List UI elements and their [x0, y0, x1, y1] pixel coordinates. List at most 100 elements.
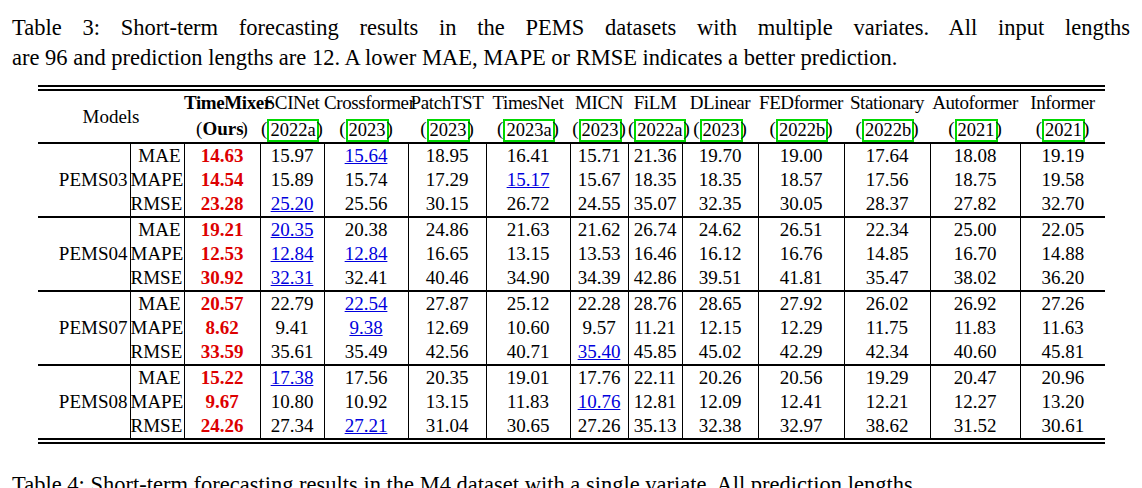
- value-cell: 10.76: [570, 390, 628, 414]
- ours-label: Ours: [202, 118, 243, 139]
- citation-link[interactable]: 2022a: [634, 119, 685, 142]
- citation-link[interactable]: 2022a: [267, 119, 318, 142]
- citation-link[interactable]: 2023a: [503, 119, 554, 142]
- value-cell: 27.92: [758, 291, 844, 316]
- value-cell: 39.51: [682, 266, 758, 291]
- value-cell: 20.96: [1020, 365, 1105, 390]
- value-cell: 35.07: [628, 192, 682, 217]
- column-header-dlinear: DLinear: [682, 88, 758, 115]
- citation-link[interactable]: 2022b: [776, 119, 828, 142]
- citation-link[interactable]: 2022b: [862, 119, 914, 142]
- value-cell: 30.92: [184, 266, 260, 291]
- citation-cell: (2022a): [628, 115, 682, 143]
- value-cell: 35.40: [570, 340, 628, 365]
- column-header-film: FiLM: [628, 88, 682, 115]
- value-cell: 24.86: [408, 217, 486, 242]
- value-cell: 9.38: [324, 316, 408, 340]
- metric-label: MAE: [130, 143, 184, 168]
- value-cell: 35.47: [844, 266, 930, 291]
- value-cell: 25.00: [930, 217, 1020, 242]
- citation-link[interactable]: 2023: [700, 119, 743, 142]
- value-cell: 20.38: [324, 217, 408, 242]
- dataset-block-pems04: PEMS04MAE19.2120.3520.3824.8621.6321.622…: [38, 217, 1105, 291]
- citation-link[interactable]: 2023: [579, 119, 622, 142]
- citation-link[interactable]: 2021: [955, 119, 998, 142]
- table4-caption-partial: Table 4: Short-term forecasting results …: [12, 470, 1130, 488]
- column-header-patchtst: PatchTST: [408, 88, 486, 115]
- value-cell: 27.26: [1020, 291, 1105, 316]
- metric-label: RMSE: [130, 192, 184, 217]
- paren-close: ): [826, 118, 832, 139]
- value-cell: 21.62: [570, 217, 628, 242]
- value-cell: 12.84: [260, 242, 324, 266]
- value-cell: 18.75: [930, 168, 1020, 192]
- value-cell: 17.56: [324, 365, 408, 390]
- value-cell: 10.92: [324, 390, 408, 414]
- citation-cell: (2023a): [486, 115, 570, 143]
- value-cell: 22.05: [1020, 217, 1105, 242]
- dataset-block-pems03: PEMS03MAE14.6315.9715.6418.9516.4115.712…: [38, 143, 1105, 217]
- value-cell: 26.74: [628, 217, 682, 242]
- value-cell: 14.63: [184, 143, 260, 168]
- table-header: ModelsTimeMixerSCINetCrossformerPatchTST…: [38, 88, 1105, 143]
- value-cell: 26.51: [758, 217, 844, 242]
- paren-close: ): [242, 118, 248, 139]
- value-cell: 8.62: [184, 316, 260, 340]
- table3-caption-line2: are 96 and prediction lengths are 12. A …: [12, 43, 1130, 73]
- value-cell: 16.70: [930, 242, 1020, 266]
- value-cell: 14.85: [844, 242, 930, 266]
- citation-cell: (2023): [324, 115, 408, 143]
- value-cell: 42.56: [408, 340, 486, 365]
- value-cell: 10.80: [260, 390, 324, 414]
- value-cell: 32.35: [682, 192, 758, 217]
- value-cell: 15.74: [324, 168, 408, 192]
- table-row: RMSE23.2825.2025.5630.1526.7224.5535.073…: [38, 192, 1105, 217]
- value-cell: 28.37: [844, 192, 930, 217]
- metric-label: MAE: [130, 365, 184, 390]
- metric-label: MAPE: [130, 390, 184, 414]
- citation-link[interactable]: 2023: [427, 119, 470, 142]
- value-cell: 22.11: [628, 365, 682, 390]
- value-cell: 26.02: [844, 291, 930, 316]
- value-cell: 40.46: [408, 266, 486, 291]
- value-cell: 11.63: [1020, 316, 1105, 340]
- value-cell: 15.89: [260, 168, 324, 192]
- citation-link[interactable]: 2021: [1042, 119, 1085, 142]
- value-cell: 28.65: [682, 291, 758, 316]
- value-cell: 20.26: [682, 365, 758, 390]
- value-cell: 12.69: [408, 316, 486, 340]
- value-cell: 15.71: [570, 143, 628, 168]
- value-cell: 13.20: [1020, 390, 1105, 414]
- value-cell: 10.60: [486, 316, 570, 340]
- value-cell: 45.02: [682, 340, 758, 365]
- value-cell: 42.86: [628, 266, 682, 291]
- value-cell: 42.34: [844, 340, 930, 365]
- column-header-fedformer: FEDformer: [758, 88, 844, 115]
- value-cell: 16.65: [408, 242, 486, 266]
- citation-cell: (2023): [570, 115, 628, 143]
- paren-close: ): [468, 118, 474, 139]
- value-cell: 12.41: [758, 390, 844, 414]
- column-header-timemixer: TimeMixer: [184, 88, 260, 115]
- paren-close: ): [741, 118, 747, 139]
- value-cell: 19.19: [1020, 143, 1105, 168]
- value-cell: 18.95: [408, 143, 486, 168]
- value-cell: 28.76: [628, 291, 682, 316]
- value-cell: 32.41: [324, 266, 408, 291]
- value-cell: 16.12: [682, 242, 758, 266]
- column-header-stationary: Stationary: [844, 88, 930, 115]
- value-cell: 15.17: [486, 168, 570, 192]
- paren-close: ): [684, 118, 690, 139]
- value-cell: 12.27: [930, 390, 1020, 414]
- dataset-label: PEMS08: [38, 365, 130, 441]
- value-cell: 17.76: [570, 365, 628, 390]
- value-cell: 30.65: [486, 414, 570, 441]
- value-cell: 19.58: [1020, 168, 1105, 192]
- value-cell: 19.01: [486, 365, 570, 390]
- column-header-micn: MICN: [570, 88, 628, 115]
- value-cell: 26.92: [930, 291, 1020, 316]
- value-cell: 30.61: [1020, 414, 1105, 441]
- citation-link[interactable]: 2023: [346, 119, 389, 142]
- value-cell: 15.67: [570, 168, 628, 192]
- value-cell: 38.62: [844, 414, 930, 441]
